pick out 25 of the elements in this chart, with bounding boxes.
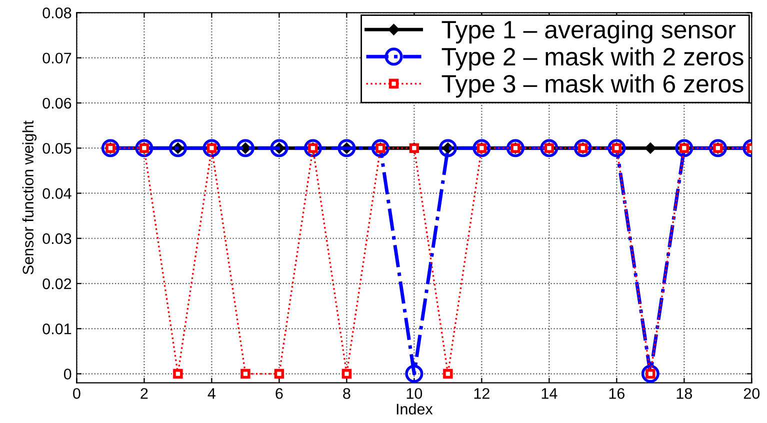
y-tick-label: 0.03 xyxy=(42,233,72,244)
x-tick-label: 4 xyxy=(208,388,216,399)
y-tick-label: 0.01 xyxy=(42,324,72,334)
x-axis-title: Index xyxy=(396,403,433,415)
x-tick-label: 16 xyxy=(609,388,624,399)
x-tick-label: 10 xyxy=(406,388,422,399)
x-tick-label: 12 xyxy=(474,388,490,399)
legend-label: Type 3 – mask with 6 zeros xyxy=(442,74,744,98)
legend-label: Type 2 – mask with 2 zeros xyxy=(442,47,744,71)
x-tick-label: 18 xyxy=(676,388,692,399)
y-tick-label: 0.02 xyxy=(42,278,72,290)
x-tick-label: 6 xyxy=(276,388,283,399)
x-tick-label: 0 xyxy=(73,388,80,399)
x-tick-label: 2 xyxy=(140,388,148,399)
y-tick-label: 0.06 xyxy=(42,98,72,109)
x-tick-label: 14 xyxy=(542,388,558,399)
y-tick-label: 0.05 xyxy=(42,142,72,154)
y-tick-label: 0 xyxy=(64,368,72,380)
x-tick-label: 8 xyxy=(343,388,350,399)
y-tick-label: 0.07 xyxy=(42,52,72,64)
y-tick-label: 0.04 xyxy=(42,188,72,199)
y-tick-label: 0.08 xyxy=(42,8,72,18)
x-tick-label: 20 xyxy=(744,388,760,399)
legend-label: Type 1 – averaging sensor xyxy=(442,20,736,44)
y-axis-title: Sensor function weight xyxy=(22,120,37,274)
